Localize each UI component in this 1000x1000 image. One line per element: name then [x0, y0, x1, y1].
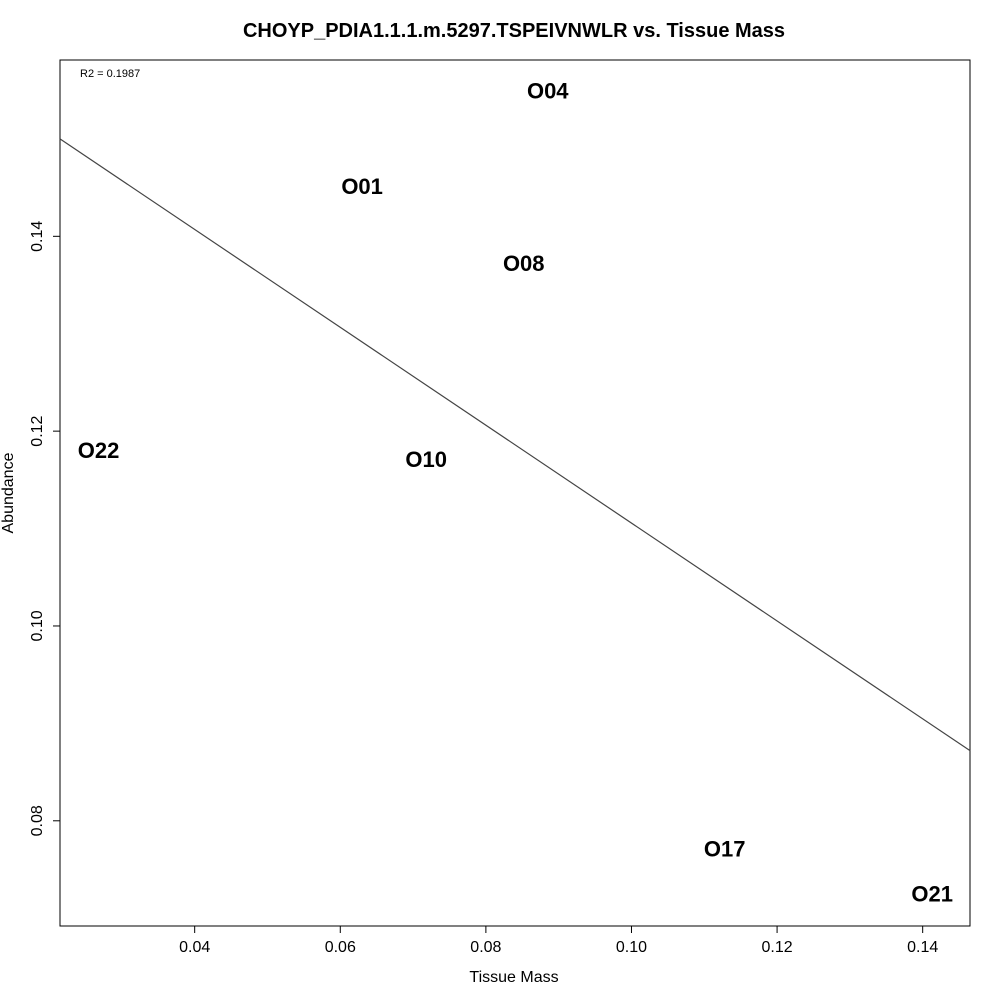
y-tick-label: 0.14 — [29, 221, 46, 252]
y-axis-label: Abundance — [0, 452, 17, 533]
regression-line — [59, 138, 971, 752]
point-label-o17: O17 — [704, 837, 746, 862]
y-axis: 0.08 0.10 0.12 0.14 — [29, 221, 60, 836]
r2-annotation: R2 = 0.1987 — [80, 68, 140, 80]
x-tick-label: 0.10 — [616, 939, 647, 956]
point-label-o21: O21 — [911, 881, 953, 906]
x-tick-label: 0.06 — [325, 939, 356, 956]
point-labels: O04 O01 O08 O22 O10 O17 O21 — [78, 79, 953, 907]
x-tick-label: 0.08 — [470, 939, 501, 956]
x-tick-label: 0.14 — [907, 939, 938, 956]
y-tick-label: 0.08 — [29, 805, 46, 836]
x-tick-label: 0.12 — [762, 939, 793, 956]
y-tick-label: 0.10 — [29, 610, 46, 641]
point-label-o22: O22 — [78, 438, 120, 463]
chart-title: CHOYP_PDIA1.1.1.m.5297.TSPEIVNWLR vs. Ti… — [243, 20, 785, 42]
point-label-o01: O01 — [341, 174, 383, 199]
y-tick-label: 0.12 — [29, 415, 46, 446]
plot-area-frame — [59, 59, 971, 927]
x-axis-label: Tissue Mass — [469, 969, 558, 986]
x-axis: 0.04 0.06 0.08 0.10 0.12 0.14 — [179, 926, 938, 956]
x-tick-label: 0.04 — [179, 939, 210, 956]
fit-line-group — [59, 138, 971, 752]
point-label-o08: O08 — [503, 251, 545, 276]
point-label-o10: O10 — [405, 447, 447, 472]
point-label-o04: O04 — [527, 79, 569, 104]
